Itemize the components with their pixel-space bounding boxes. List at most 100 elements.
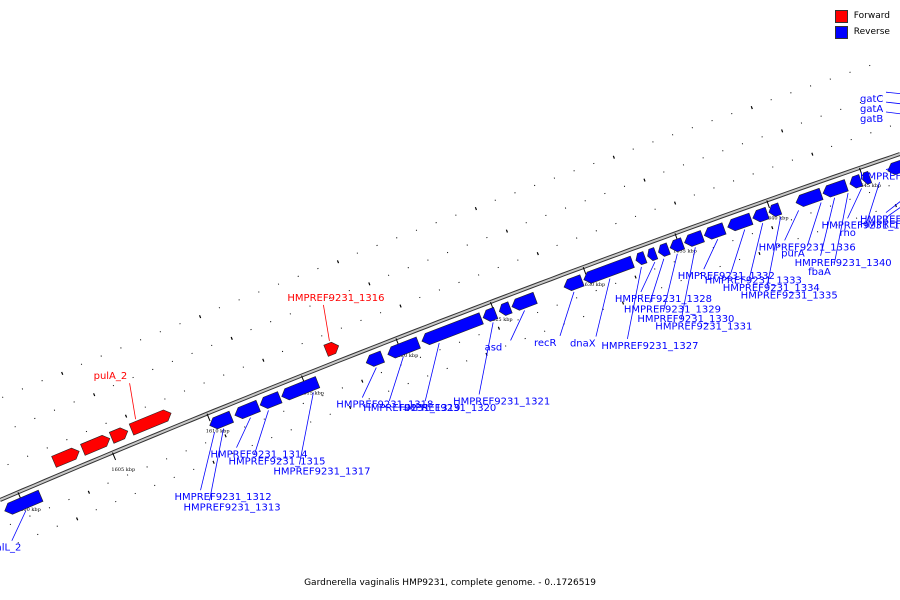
map-caption: Gardnerella vaginalis HMP9231, complete … [304,578,596,588]
gene-label: HMPREF9231_1330 [637,314,734,325]
label-leader [361,367,377,398]
gene-arrow-reverse [365,350,385,367]
gene-label: HMPREF9231_1320 [399,403,496,414]
label-leader [680,247,696,320]
frame-dot [348,405,352,410]
frame-dot [212,460,215,464]
gene-label: HMPREF9231_1321 [453,396,550,407]
label-leader [236,417,251,448]
gene-arrow-forward [128,409,172,436]
tick-label: 1635 kbp [673,248,697,254]
backbone-layer [0,152,900,502]
gene-label: HMPREF9231_1336 [759,242,856,253]
label-leader [129,383,136,420]
gene-label: HMPREF9231_1312 [175,492,272,503]
gene-arrow-reverse [563,274,585,292]
label-leader [703,239,719,270]
label-leader [11,510,27,541]
frame-dot [750,105,753,110]
frame-dot [536,252,539,256]
legend-swatch-reverse [834,25,848,39]
tick-mark [859,167,863,176]
frame-dot [87,490,91,494]
gene-label: HMPREF9231_1342 [860,215,900,226]
tick-mark [766,200,770,209]
legend-label-forward: Forward [853,11,890,21]
gene-label: dnaX [570,339,596,350]
gene-label: HMPREF9231_1318 [336,400,433,411]
gene-label: HMPREF9231_1331 [655,321,752,332]
label-leader [627,266,642,340]
gene-arrow-reverse [421,312,484,346]
gene-label: HMPREF9231_1329 [624,305,721,316]
legend: Forward Reverse [834,8,890,40]
tick-label: 1610 kbp [206,428,230,434]
tick-label: 1640 kbp [765,215,789,221]
frame-dots-layer [2,64,897,544]
gene-label: HMPREF9231_1335 [741,291,838,302]
label-leader [833,192,849,266]
gene-label: HMPREF9231_1339 [822,220,900,231]
label-leader [209,428,224,501]
tick-label: 1645 kbp [857,183,881,189]
tick-label: 1600 kbp [17,507,41,513]
gene-label: fbaA [808,267,831,278]
gene-arrow-reverse [658,242,671,257]
gene-label: HMPREF9231_1314 [210,450,307,461]
gene-label: HMPREF9231_1340 [795,258,892,269]
tick-label: 1625 kbp [489,317,513,323]
frame-dot [497,326,501,330]
gene-label: HMPREF9231_1334 [723,283,820,294]
gene-arrow-reverse [727,212,754,232]
frame-dot [368,282,371,286]
gene-arrow-reverse [583,255,635,284]
label-leader [424,342,440,402]
tick-mark [206,413,211,422]
tick-label: 1615 kbp [300,390,324,396]
gene-arrow-reverse [795,187,824,207]
gene-arrow-reverse [647,247,659,261]
gene-label: HMPREF9231_1343 [860,220,900,231]
label-leader [254,410,269,455]
tick-mark [582,266,587,275]
frame-dot [612,155,615,159]
gene-label: HMPREF9231_1313 [184,503,281,514]
gene-arrow-reverse [281,376,321,401]
gene-label: HMPREF9231_1319 [363,403,460,414]
gene-arrow-reverse [4,489,44,515]
gene-label: HMPREF9231_1328 [615,294,712,305]
label-leader [820,197,835,256]
frame-dot [224,434,227,438]
legend-item-forward: Forward [834,8,890,24]
frame-dot [230,336,233,341]
label-leader [649,258,665,303]
gene-arrow-reverse [849,174,864,189]
gene-label: gatA [860,104,883,115]
gene-arrow-reverse [752,206,770,223]
gene-layer [4,160,900,515]
frame-dot [262,358,265,362]
frame-dot [811,152,814,156]
gene-label: HMPREF9231_1332 [678,271,775,282]
gene-label: HMPREF9231_1333 [705,276,802,287]
label-leader [323,304,330,341]
gene-label: recR [534,338,557,349]
tick-label: 1620 kbp [395,353,419,359]
frame-dot [336,260,340,264]
label-leader [806,202,822,247]
tick-mark [112,452,117,461]
label-leader [748,223,764,282]
gene-arrow-reverse [209,410,234,430]
frame-dot [673,201,677,205]
frame-dot [771,226,774,230]
gene-arrow-forward [80,434,111,456]
gene-arrow-reverse [822,179,849,198]
frame-dot [61,371,64,375]
frame-dot [399,304,402,308]
tick-label: 1605 kbp [111,467,135,473]
label-leader [640,261,656,293]
gene-arrow-reverse [635,251,648,266]
gene-arrow-reverse [669,237,686,253]
frame-dot [634,275,637,279]
